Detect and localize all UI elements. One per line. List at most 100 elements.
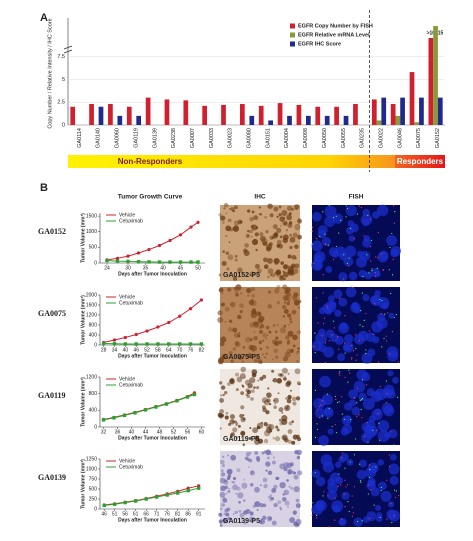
ihc-cell bbox=[235, 284, 242, 291]
fish-nucleus bbox=[367, 462, 379, 474]
fish-nucleus bbox=[361, 352, 373, 364]
fish-nucleus bbox=[359, 459, 367, 468]
ihc-cell bbox=[265, 230, 269, 234]
fish-signal bbox=[318, 405, 320, 408]
fish-signal bbox=[360, 481, 362, 483]
fish-nucleus bbox=[392, 376, 399, 384]
ihc-cell bbox=[276, 239, 282, 245]
fish-signal bbox=[359, 324, 361, 326]
ihc-cell bbox=[254, 263, 260, 269]
ihc-cell bbox=[219, 341, 225, 347]
ihc-cell bbox=[254, 232, 259, 237]
ihc-cell bbox=[243, 521, 247, 525]
fish-signal bbox=[344, 376, 346, 379]
ihc-cell bbox=[297, 306, 300, 309]
ihc-cell bbox=[295, 352, 298, 355]
fish-nucleus bbox=[348, 271, 358, 281]
fish-nucleus bbox=[377, 297, 390, 309]
fish-signal bbox=[393, 444, 395, 446]
ihc-cell bbox=[248, 436, 252, 440]
ihc-cell bbox=[267, 470, 273, 476]
marker bbox=[147, 260, 151, 264]
fish-signal bbox=[311, 226, 314, 229]
marker bbox=[165, 493, 169, 497]
bar bbox=[108, 104, 113, 125]
fish-nucleus bbox=[344, 415, 352, 423]
fish-signal bbox=[377, 412, 379, 415]
ihc-cell bbox=[287, 323, 290, 326]
ihc-cell bbox=[292, 401, 297, 406]
marker bbox=[189, 225, 193, 229]
ihc-cell bbox=[275, 269, 282, 276]
ihc-cell bbox=[292, 344, 296, 348]
ihc-cell bbox=[287, 469, 293, 475]
ihc-cell bbox=[291, 440, 296, 445]
x-tick-label: GA0023 bbox=[228, 128, 234, 148]
fish-signal bbox=[351, 506, 353, 508]
fish-signal bbox=[332, 216, 335, 219]
ihc-cell bbox=[283, 324, 287, 328]
ihc-cell bbox=[266, 258, 273, 264]
ihc-cell bbox=[263, 399, 270, 406]
series-line bbox=[104, 487, 199, 506]
marker bbox=[176, 491, 180, 495]
fish-signal bbox=[395, 314, 397, 316]
fish-image bbox=[311, 451, 401, 528]
ihc-cell bbox=[279, 235, 283, 239]
ihc-cell bbox=[228, 319, 233, 323]
ihc-cell bbox=[283, 221, 288, 226]
ihc-cell bbox=[279, 481, 286, 489]
fish-signal bbox=[351, 515, 354, 517]
ihc-cell bbox=[289, 245, 293, 250]
legend-label: Cetuximab bbox=[119, 300, 143, 306]
bar bbox=[381, 97, 387, 125]
model-label: GA0152 bbox=[38, 227, 66, 236]
y-tick-label: 0 bbox=[94, 506, 97, 512]
ihc-image: GA0152-P5 bbox=[218, 202, 303, 281]
ihc-cell bbox=[219, 408, 225, 414]
ihc-cell bbox=[276, 215, 279, 218]
ihc-cell bbox=[288, 485, 291, 488]
y-tick-label: 0 bbox=[62, 122, 65, 128]
fish-nucleus bbox=[389, 453, 397, 461]
ihc-cell bbox=[254, 501, 261, 508]
ihc-cell bbox=[233, 287, 236, 290]
fish-nucleus bbox=[388, 463, 400, 475]
ihc-cell bbox=[282, 271, 289, 278]
fish-signal bbox=[344, 479, 346, 481]
ihc-cell bbox=[251, 372, 257, 378]
ihc-cell bbox=[244, 379, 251, 386]
ihc-cell bbox=[275, 436, 281, 442]
ihc-cell bbox=[258, 213, 261, 216]
ihc-cell bbox=[268, 516, 272, 521]
ihc-cell bbox=[226, 507, 231, 512]
fish-signal bbox=[346, 484, 349, 486]
ihc-cell bbox=[232, 225, 240, 232]
ihc-cell bbox=[221, 292, 224, 295]
ihc-cell bbox=[232, 427, 238, 433]
ihc-cell bbox=[239, 309, 243, 314]
ihc-cell bbox=[230, 207, 235, 211]
fish-nucleus bbox=[365, 332, 376, 343]
ihc-cell bbox=[262, 332, 268, 338]
ihc-cell bbox=[280, 261, 285, 265]
bar bbox=[70, 106, 76, 125]
fish-nucleus bbox=[387, 370, 394, 377]
ihc-cell bbox=[256, 422, 264, 429]
x-tick-label: GA0080 bbox=[247, 128, 253, 148]
x-tick-label: GA0050 bbox=[322, 128, 328, 148]
ihc-cell bbox=[294, 223, 301, 231]
banner-label: Responders bbox=[397, 157, 444, 166]
ihc-cell bbox=[289, 236, 296, 243]
ihc-cell bbox=[227, 218, 232, 223]
ihc-cell bbox=[267, 304, 273, 309]
fish-signal bbox=[331, 425, 333, 428]
x-tick-label: 71 bbox=[154, 511, 160, 517]
fish-signal bbox=[327, 244, 329, 246]
fish-signal bbox=[352, 512, 354, 514]
ihc-cell bbox=[249, 483, 254, 487]
bar bbox=[395, 115, 401, 125]
legend-label: Vehicle bbox=[119, 458, 135, 464]
fish-signal bbox=[324, 342, 327, 344]
fish-nucleus bbox=[374, 270, 381, 278]
